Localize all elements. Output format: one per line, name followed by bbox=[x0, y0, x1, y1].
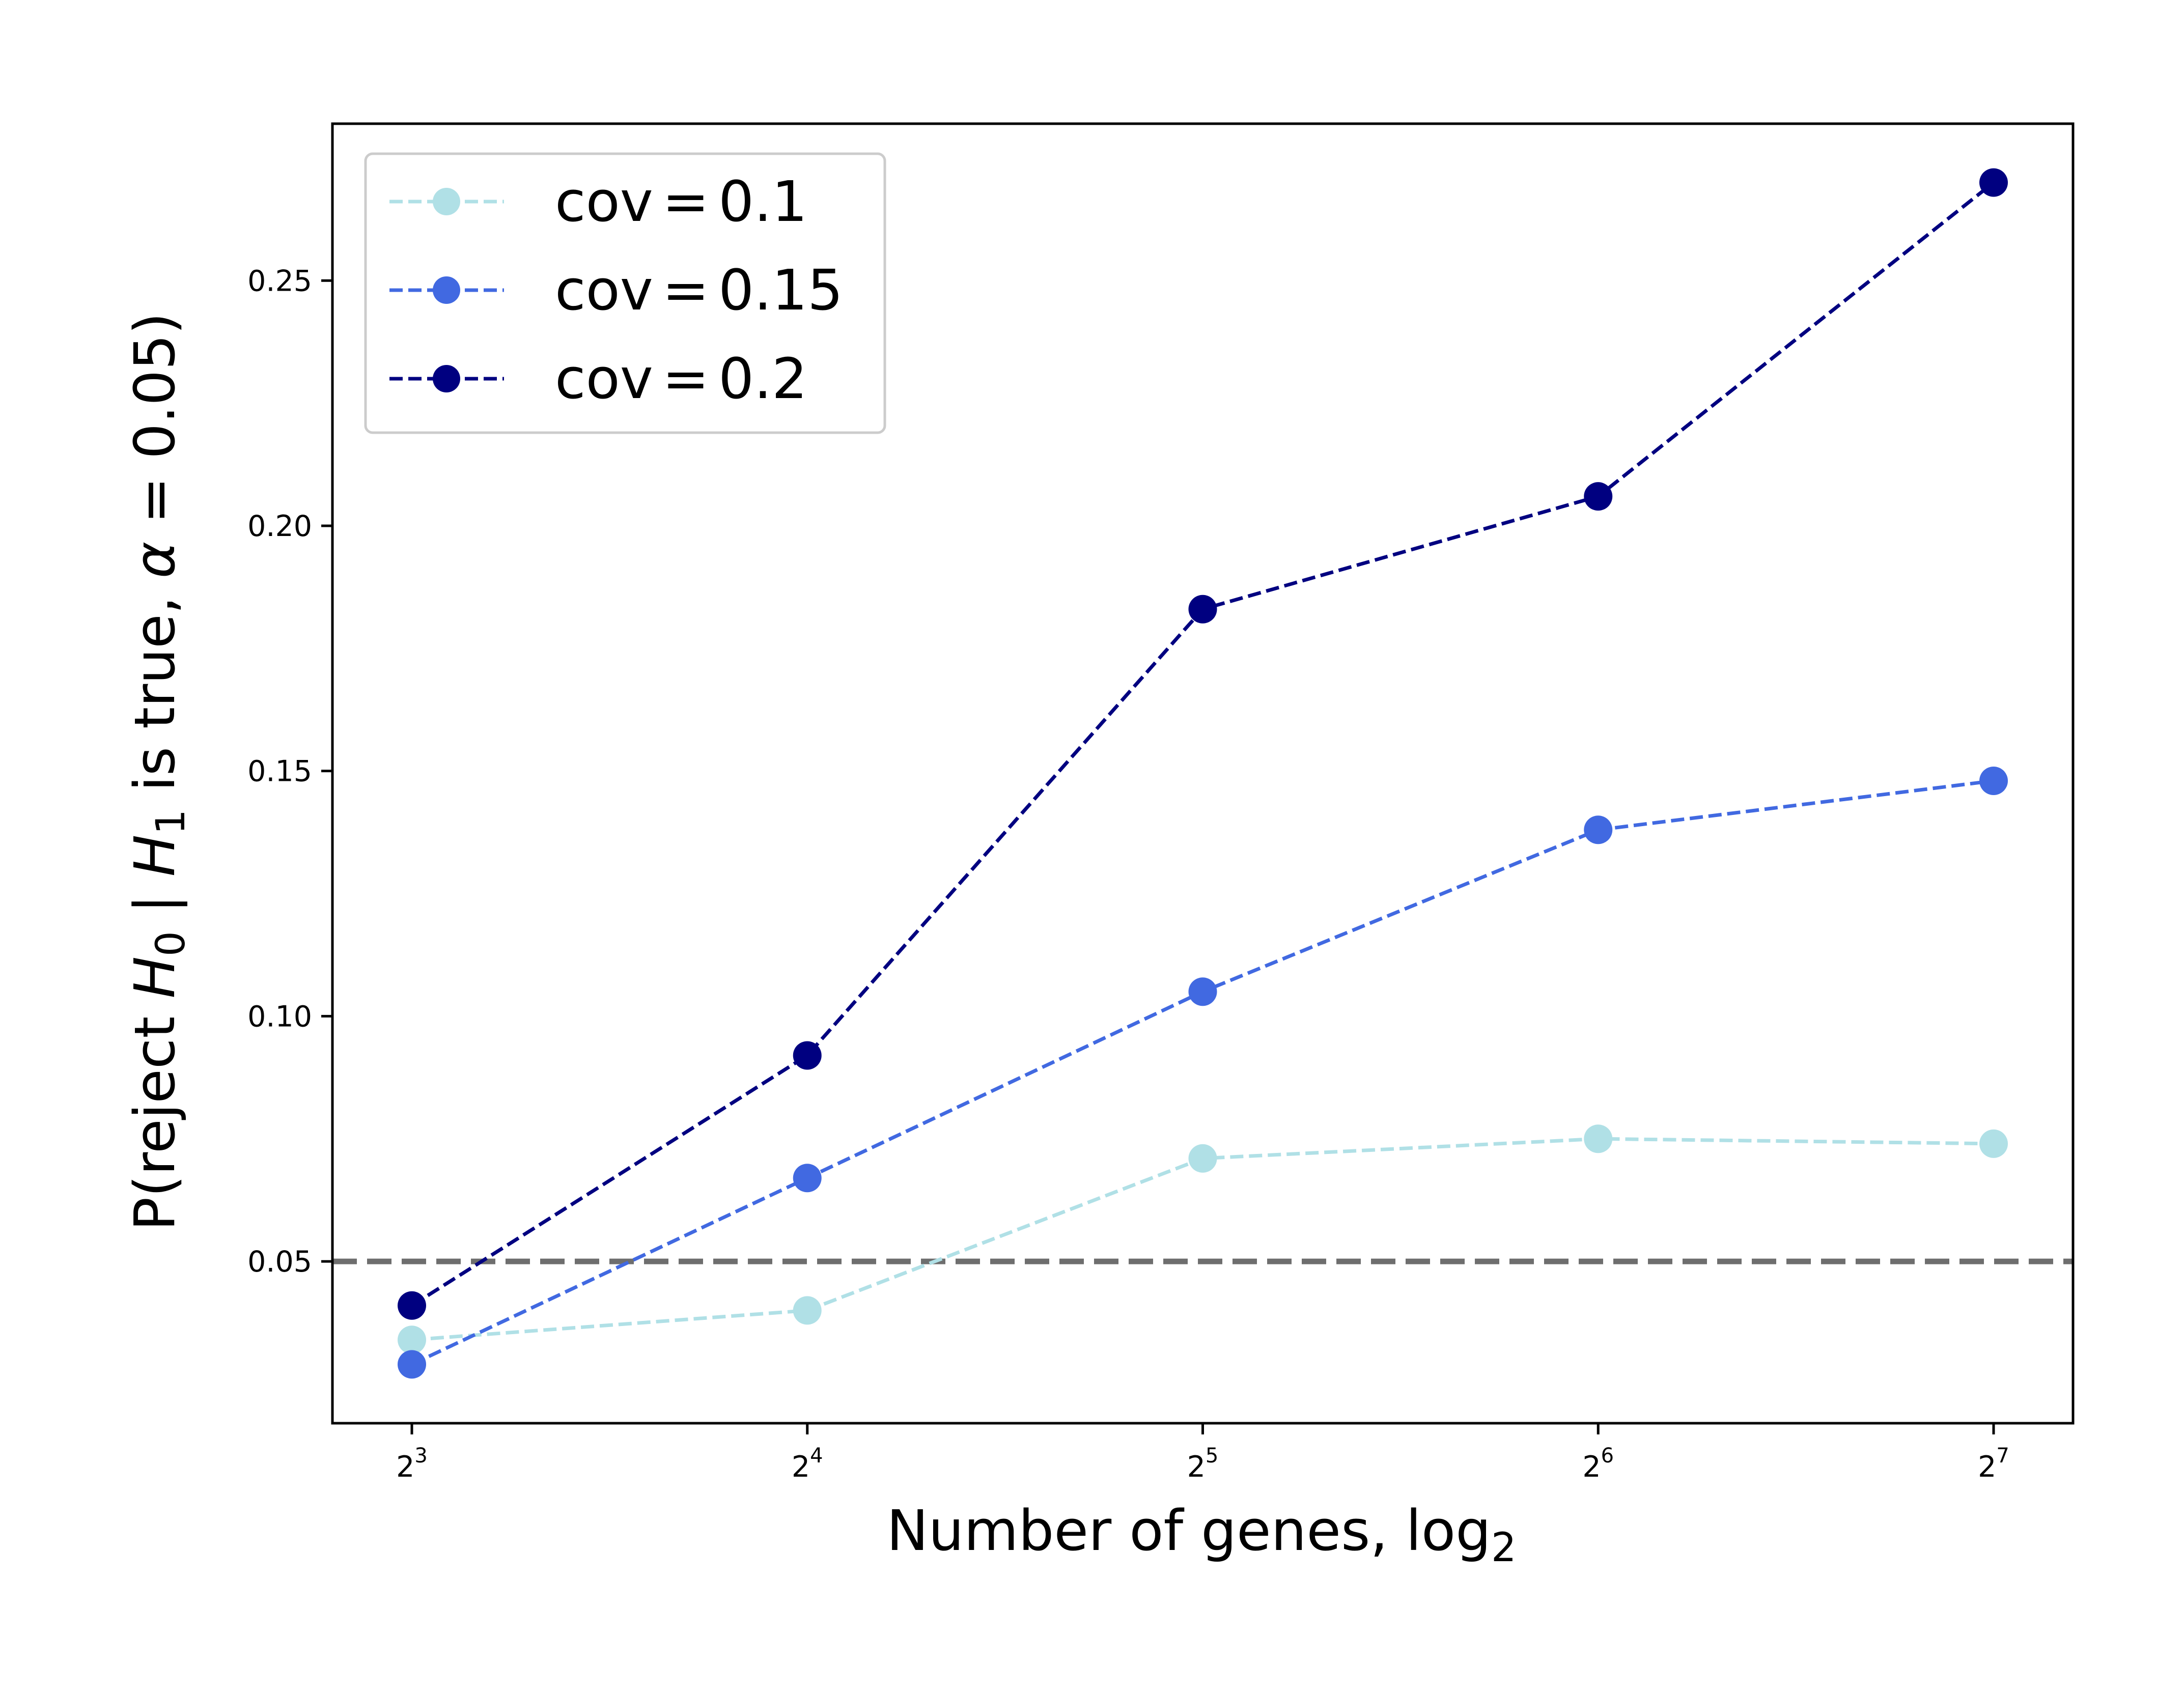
y-tick-label: 0.20 bbox=[247, 510, 312, 543]
data-point-cov-0.1-0 bbox=[398, 1325, 426, 1355]
legend-entry-cov-0.2: cov = 0.2 bbox=[389, 346, 807, 411]
y-tick-label: 0.15 bbox=[247, 755, 312, 788]
series-group bbox=[398, 168, 2008, 1379]
y-tick-label: 0.25 bbox=[247, 264, 312, 298]
x-tick-label-exponent: 6 bbox=[1601, 1444, 1614, 1468]
legend-label-cov-0.1: cov = 0.1 bbox=[555, 169, 807, 234]
y-axis-label-pre: P(reject bbox=[122, 999, 187, 1231]
x-tick-label-exponent: 7 bbox=[1996, 1444, 2009, 1468]
x-axis-label-subscript: 2 bbox=[1491, 1525, 1517, 1571]
y-tick-label: 0.05 bbox=[247, 1245, 312, 1279]
data-point-cov-0.15-0 bbox=[398, 1350, 426, 1379]
legend-label-cov-0.15: cov = 0.15 bbox=[555, 258, 843, 323]
x-tick-label: 27 bbox=[1978, 1444, 2009, 1484]
y-axis-label: P(reject H0 | H1 is true, α = 0.05) bbox=[122, 313, 194, 1231]
y-tick-label: 0.10 bbox=[247, 1000, 312, 1033]
legend: cov = 0.1 cov = 0.15 cov = 0.2 bbox=[364, 152, 886, 434]
data-point-cov-0.2-1 bbox=[793, 1041, 822, 1070]
x-tick-label-base: 2 bbox=[792, 1450, 810, 1484]
x-tick-label: 25 bbox=[1187, 1444, 1219, 1484]
x-axis-label: Number of genes, log2 bbox=[886, 1498, 1516, 1571]
legend-entry-cov-0.15: cov = 0.15 bbox=[389, 258, 843, 323]
legend-label-cov-0.2-op: = bbox=[662, 346, 709, 411]
legend-label-cov-0.1-op: = bbox=[662, 169, 709, 234]
data-point-cov-0.15-1 bbox=[793, 1164, 822, 1193]
y-axis-label-h0-sub: 0 bbox=[148, 931, 194, 956]
y-axis-label-post: = 0.05) bbox=[122, 313, 187, 542]
x-axis-ticks: 23 24 25 26 27 bbox=[396, 1423, 2009, 1484]
x-tick-label-base: 2 bbox=[1582, 1450, 1601, 1484]
legend-label-cov-0.15-value: 0.15 bbox=[718, 258, 843, 323]
x-tick-label: 26 bbox=[1582, 1444, 1614, 1484]
data-point-cov-0.15-4 bbox=[1979, 766, 2008, 795]
x-tick-label: 23 bbox=[396, 1444, 428, 1484]
y-axis-label-mid2: is true, bbox=[122, 578, 187, 809]
legend-marker-cov-0.2 bbox=[433, 365, 460, 392]
x-tick-label-exponent: 4 bbox=[810, 1444, 823, 1468]
data-point-cov-0.2-3 bbox=[1584, 482, 1613, 511]
legend-marker-cov-0.1 bbox=[433, 188, 460, 215]
legend-label-cov-0.2-prefix: cov bbox=[555, 346, 653, 411]
data-point-cov-0.1-2 bbox=[1188, 1144, 1217, 1173]
legend-marker-cov-0.15 bbox=[433, 276, 460, 304]
x-tick-label-exponent: 5 bbox=[1206, 1444, 1218, 1468]
legend-label-cov-0.15-prefix: cov bbox=[555, 258, 653, 323]
x-tick-label-base: 2 bbox=[1978, 1450, 1996, 1484]
legend-label-cov-0.1-value: 0.1 bbox=[718, 169, 807, 234]
x-tick-label: 24 bbox=[792, 1444, 823, 1484]
x-axis-label-text: Number of genes, log bbox=[886, 1498, 1491, 1563]
plot-area bbox=[331, 122, 2075, 1425]
legend-box bbox=[364, 152, 886, 434]
data-point-cov-0.15-3 bbox=[1584, 815, 1613, 844]
x-tick-label-base: 2 bbox=[396, 1450, 414, 1484]
y-axis-label-h1: H bbox=[122, 834, 187, 877]
y-axis-label-h1-sub: 1 bbox=[148, 809, 194, 835]
legend-label-cov-0.2: cov = 0.2 bbox=[555, 346, 807, 411]
data-point-cov-0.1-3 bbox=[1584, 1124, 1613, 1153]
data-point-cov-0.2-2 bbox=[1188, 595, 1217, 624]
legend-entry-cov-0.1: cov = 0.1 bbox=[389, 169, 807, 234]
x-tick-label-base: 2 bbox=[1187, 1450, 1206, 1484]
data-point-cov-0.1-1 bbox=[793, 1296, 822, 1325]
x-tick-label-exponent: 3 bbox=[414, 1444, 427, 1468]
legend-label-cov-0.1-prefix: cov bbox=[555, 169, 653, 234]
y-axis-label-h0: H bbox=[122, 956, 187, 999]
data-point-cov-0.1-4 bbox=[1979, 1129, 2008, 1158]
legend-label-cov-0.15-op: = bbox=[662, 258, 709, 323]
data-point-cov-0.2-0 bbox=[398, 1291, 426, 1320]
legend-label-cov-0.2-value: 0.2 bbox=[718, 346, 807, 411]
y-axis-ticks: 0.05 0.10 0.15 0.20 0.25 bbox=[247, 264, 332, 1279]
data-point-cov-0.2-4 bbox=[1979, 168, 2008, 197]
y-axis-label-mid: | bbox=[122, 877, 188, 931]
data-point-cov-0.15-2 bbox=[1188, 977, 1217, 1006]
y-axis-label-alpha: α bbox=[122, 542, 187, 579]
